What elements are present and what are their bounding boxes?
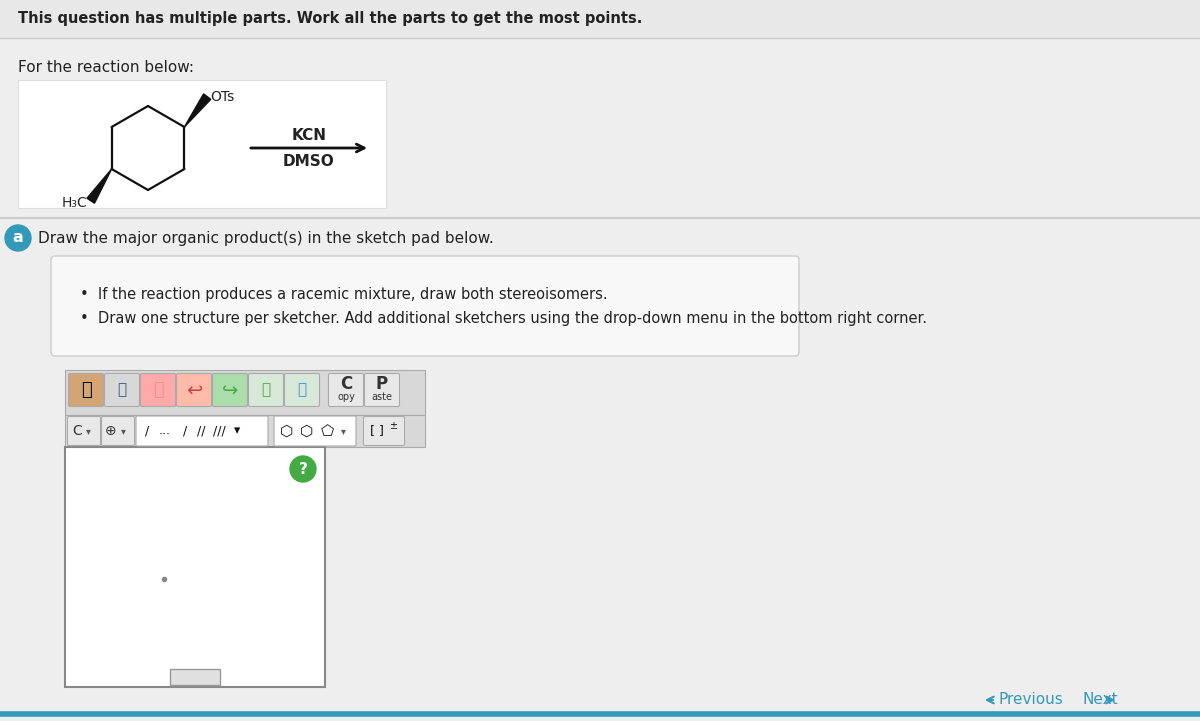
Text: ...: ...: [158, 425, 172, 438]
Text: ⊕: ⊕: [106, 424, 116, 438]
Text: P: P: [376, 375, 388, 393]
FancyBboxPatch shape: [67, 417, 101, 446]
Text: ↩: ↩: [186, 381, 202, 399]
Text: 🔍: 🔍: [298, 383, 306, 397]
Text: Next: Next: [1084, 692, 1118, 707]
Polygon shape: [185, 94, 211, 127]
FancyBboxPatch shape: [170, 669, 220, 685]
Text: ±: ±: [389, 421, 397, 431]
Text: a: a: [13, 231, 23, 245]
FancyBboxPatch shape: [0, 0, 1200, 38]
Text: ▾: ▾: [120, 426, 126, 436]
Text: ↪: ↪: [222, 381, 238, 399]
FancyBboxPatch shape: [50, 256, 799, 356]
FancyBboxPatch shape: [176, 373, 211, 407]
Text: •  If the reaction produces a racemic mixture, draw both stereoisomers.: • If the reaction produces a racemic mix…: [80, 286, 607, 301]
Circle shape: [5, 225, 31, 251]
FancyBboxPatch shape: [248, 373, 283, 407]
Text: ⬡: ⬡: [300, 423, 313, 438]
FancyBboxPatch shape: [65, 415, 425, 447]
Text: C: C: [72, 424, 82, 438]
Text: //: //: [197, 425, 205, 438]
Text: This question has multiple parts. Work all the parts to get the most points.: This question has multiple parts. Work a…: [18, 12, 642, 27]
Text: Previous: Previous: [998, 692, 1063, 707]
Text: •  Draw one structure per sketcher. Add additional sketchers using the drop-down: • Draw one structure per sketcher. Add a…: [80, 311, 928, 325]
Text: ?: ?: [299, 461, 307, 477]
FancyBboxPatch shape: [68, 373, 103, 407]
FancyBboxPatch shape: [212, 373, 247, 407]
Text: /: /: [145, 425, 149, 438]
Text: ▾: ▾: [234, 425, 240, 438]
Text: DMSO: DMSO: [283, 154, 335, 169]
Circle shape: [290, 456, 316, 482]
Text: [ ]: [ ]: [370, 425, 384, 438]
FancyBboxPatch shape: [18, 80, 386, 208]
Text: ⬠: ⬠: [320, 423, 334, 438]
FancyBboxPatch shape: [104, 373, 139, 407]
Text: OTs: OTs: [210, 89, 234, 104]
Polygon shape: [86, 169, 112, 203]
Text: ///: ///: [212, 425, 226, 438]
Text: C: C: [340, 375, 352, 393]
Text: ▾: ▾: [85, 426, 90, 436]
Text: aste: aste: [372, 392, 392, 402]
Text: 🖊: 🖊: [118, 383, 126, 397]
FancyBboxPatch shape: [274, 416, 356, 446]
Text: 🔍: 🔍: [262, 383, 270, 397]
Text: opy: opy: [337, 392, 355, 402]
Text: /: /: [182, 425, 187, 438]
FancyBboxPatch shape: [284, 373, 319, 407]
FancyBboxPatch shape: [65, 370, 425, 415]
Text: ⬡: ⬡: [281, 423, 294, 438]
FancyBboxPatch shape: [102, 417, 134, 446]
Text: ▾: ▾: [341, 426, 346, 436]
Text: H₃C: H₃C: [62, 195, 88, 210]
Text: ✋: ✋: [80, 381, 91, 399]
Text: For the reaction below:: For the reaction below:: [18, 61, 194, 76]
FancyBboxPatch shape: [365, 373, 400, 407]
FancyBboxPatch shape: [136, 416, 268, 446]
FancyBboxPatch shape: [65, 447, 325, 687]
Text: KCN: KCN: [292, 128, 326, 143]
FancyBboxPatch shape: [140, 373, 175, 407]
FancyBboxPatch shape: [329, 373, 364, 407]
FancyBboxPatch shape: [364, 417, 404, 446]
Text: Draw the major organic product(s) in the sketch pad below.: Draw the major organic product(s) in the…: [38, 231, 493, 245]
Text: ⬧: ⬧: [152, 381, 163, 399]
